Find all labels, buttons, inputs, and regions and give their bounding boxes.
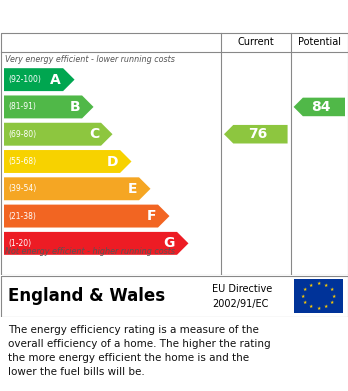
Polygon shape <box>294 98 345 116</box>
Text: Very energy efficient - lower running costs: Very energy efficient - lower running co… <box>5 54 175 63</box>
Text: (21-38): (21-38) <box>8 212 36 221</box>
Text: ★: ★ <box>316 282 321 287</box>
Text: B: B <box>70 100 80 114</box>
Text: ★: ★ <box>330 300 334 305</box>
Bar <box>294 279 343 313</box>
Text: ★: ★ <box>303 300 307 305</box>
Text: (69-80): (69-80) <box>8 130 36 139</box>
Polygon shape <box>4 68 74 91</box>
Polygon shape <box>4 232 189 255</box>
Text: (55-68): (55-68) <box>8 157 36 166</box>
Text: ★: ★ <box>303 287 307 292</box>
Text: (92-100): (92-100) <box>8 75 41 84</box>
Text: F: F <box>147 209 156 223</box>
Text: ★: ★ <box>332 294 336 298</box>
Text: ★: ★ <box>308 283 313 288</box>
Text: The energy efficiency rating is a measure of the
overall efficiency of a home. T: The energy efficiency rating is a measur… <box>8 325 271 377</box>
Text: Energy Efficiency Rating: Energy Efficiency Rating <box>8 7 237 25</box>
Text: Potential: Potential <box>298 37 341 47</box>
Text: D: D <box>106 154 118 169</box>
Text: England & Wales: England & Wales <box>8 287 165 305</box>
Polygon shape <box>224 125 287 143</box>
Polygon shape <box>4 204 169 228</box>
Text: ★: ★ <box>301 294 305 298</box>
Text: 84: 84 <box>311 100 331 114</box>
Text: Current: Current <box>237 37 274 47</box>
Text: ★: ★ <box>330 287 334 292</box>
Text: ★: ★ <box>324 283 329 288</box>
Text: A: A <box>50 73 61 87</box>
Text: (39-54): (39-54) <box>8 184 36 193</box>
Text: Not energy efficient - higher running costs: Not energy efficient - higher running co… <box>5 247 175 256</box>
Text: E: E <box>127 182 137 196</box>
Polygon shape <box>4 123 112 146</box>
Polygon shape <box>4 95 94 118</box>
Text: (81-91): (81-91) <box>8 102 36 111</box>
Text: ★: ★ <box>316 305 321 310</box>
Text: (1-20): (1-20) <box>8 239 31 248</box>
Text: ★: ★ <box>324 304 329 309</box>
Text: 2002/91/EC: 2002/91/EC <box>212 300 269 309</box>
Text: C: C <box>89 127 99 141</box>
Text: EU Directive: EU Directive <box>212 284 272 294</box>
Text: G: G <box>164 236 175 250</box>
Text: 76: 76 <box>248 127 267 141</box>
Text: ★: ★ <box>308 304 313 309</box>
Polygon shape <box>4 150 132 173</box>
Polygon shape <box>4 178 150 200</box>
